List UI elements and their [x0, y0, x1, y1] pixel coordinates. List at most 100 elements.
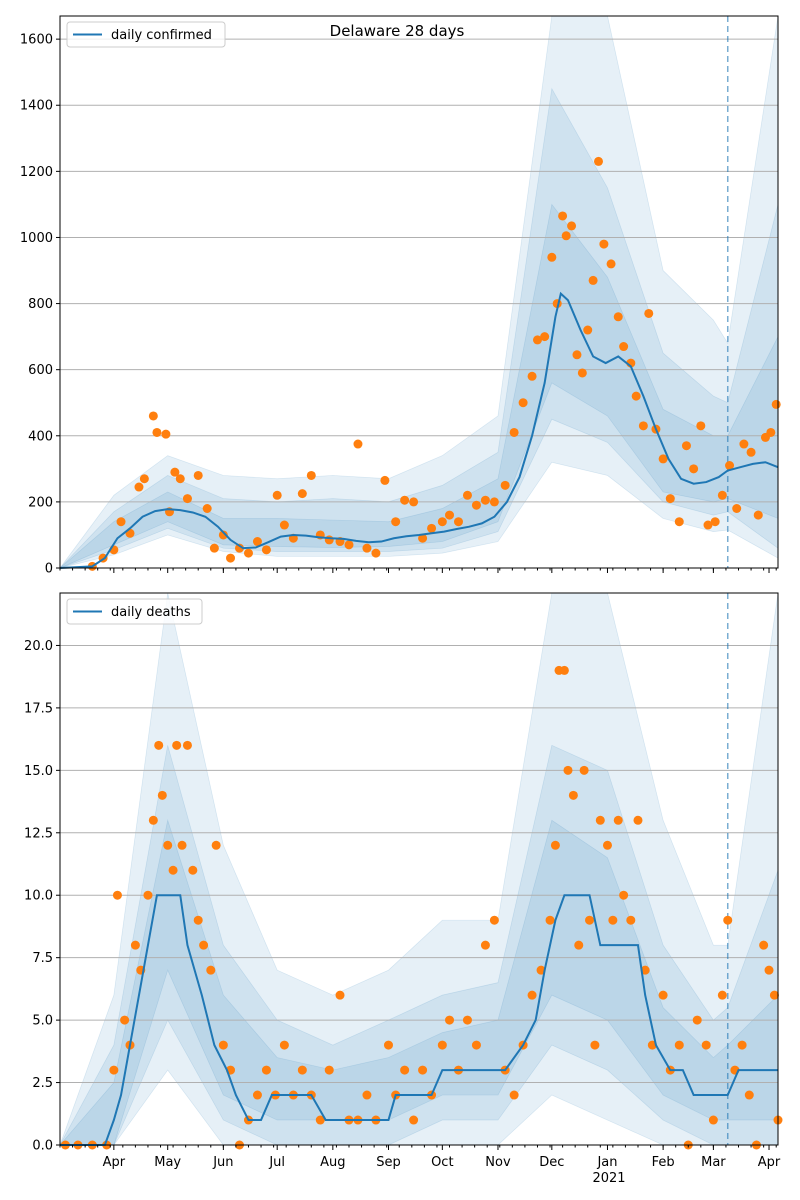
legend-confirmed: daily confirmed [66, 21, 226, 48]
observed-point [717, 490, 727, 500]
observed-point [175, 474, 185, 484]
observed-point [152, 427, 162, 437]
observed-point [764, 965, 774, 975]
observed-point [577, 368, 587, 378]
observed-point [471, 500, 481, 510]
observed-point [703, 520, 713, 530]
observed-point [619, 890, 629, 900]
x-tick-label: Jul [268, 1155, 285, 1170]
y-tick-label: 600 [28, 363, 53, 378]
observed-point [226, 553, 236, 563]
observed-point [134, 482, 144, 492]
observed-point [545, 915, 555, 925]
x-tick-label: Jun [212, 1155, 233, 1170]
observed-point [638, 421, 648, 431]
observed-point [324, 535, 334, 545]
observed-point [252, 1090, 262, 1100]
observed-point [170, 467, 180, 477]
plot-frame-confirmed [59, 15, 779, 569]
x-year-label: 2021 [592, 1171, 625, 1186]
observed-point [252, 537, 262, 547]
observed-point [771, 399, 781, 409]
x-tick-label: Feb [652, 1155, 675, 1170]
observed-point [518, 398, 528, 408]
x-tick-label: Aug [320, 1155, 345, 1170]
observed-point [371, 548, 381, 558]
observed-point [243, 548, 253, 558]
y-tick-label: 1200 [20, 165, 53, 180]
plot-frame-deaths [59, 592, 779, 1146]
observed-point [218, 530, 228, 540]
observed-point [261, 545, 271, 555]
observed-point [613, 815, 623, 825]
observed-point [344, 540, 354, 550]
x-tick-label: Mar [701, 1155, 726, 1170]
observed-point [462, 1015, 472, 1025]
observed-point [353, 439, 363, 449]
y-tick-label: 2.5 [32, 1076, 53, 1091]
y-tick-label: 7.5 [32, 951, 53, 966]
observed-point [732, 504, 742, 514]
observed-point [109, 1065, 119, 1075]
observed-point [583, 325, 593, 335]
observed-point [418, 533, 428, 543]
observed-point [279, 1040, 289, 1050]
observed-point [218, 1040, 228, 1050]
observed-point [744, 1090, 754, 1100]
observed-point [148, 411, 158, 421]
observed-point [400, 495, 410, 505]
y-tick-label: 5.0 [32, 1014, 53, 1029]
observed-point [568, 790, 578, 800]
observed-point [753, 510, 763, 520]
panel-confirmed: 0 200 400 600 800 1000 1200 1400 1600 daily conf… [20, 15, 781, 577]
observed-point [737, 1040, 747, 1050]
observed-point [120, 1015, 130, 1025]
observed-point [631, 391, 641, 401]
observed-point [739, 439, 749, 449]
observed-point [471, 1040, 481, 1050]
observed-point [558, 211, 568, 221]
observed-point [717, 990, 727, 1000]
observed-point [606, 259, 616, 269]
observed-point [199, 940, 209, 950]
observed-point [306, 470, 316, 480]
observed-point [527, 990, 537, 1000]
observed-point [547, 252, 557, 262]
observed-point [116, 517, 126, 527]
observed-point [157, 790, 167, 800]
observed-point [766, 427, 776, 437]
observed-point [692, 1015, 702, 1025]
observed-point [708, 1115, 718, 1125]
observed-point [563, 765, 573, 775]
observed-point [574, 940, 584, 950]
observed-point [172, 740, 182, 750]
observed-point [383, 1040, 393, 1050]
y-tick-label: 200 [28, 495, 53, 510]
observed-point [130, 940, 140, 950]
x-tick-label: Dec [539, 1155, 564, 1170]
observed-point [154, 740, 164, 750]
observed-point [602, 840, 612, 850]
observed-point [437, 517, 447, 527]
observed-point [579, 765, 589, 775]
observed-point [674, 1040, 684, 1050]
observed-point [418, 1065, 428, 1075]
observed-point [202, 504, 212, 514]
observed-point [572, 350, 582, 360]
observed-point [445, 510, 455, 520]
x-tick-label: Apr [758, 1155, 781, 1170]
y-tick-label: 10.0 [24, 889, 53, 904]
x-tick-label: Apr [103, 1155, 126, 1170]
observed-point [746, 447, 756, 457]
x-tick-label: Oct [431, 1155, 453, 1170]
observed-point [696, 421, 706, 431]
observed-point [619, 342, 629, 352]
observed-point [489, 915, 499, 925]
y-tick-label: 15.0 [24, 764, 53, 779]
observed-point [143, 890, 153, 900]
observed-point [206, 965, 216, 975]
y-tick-label: 800 [28, 297, 53, 312]
observed-point [725, 461, 735, 471]
observed-point [701, 1040, 711, 1050]
observed-point [480, 940, 490, 950]
